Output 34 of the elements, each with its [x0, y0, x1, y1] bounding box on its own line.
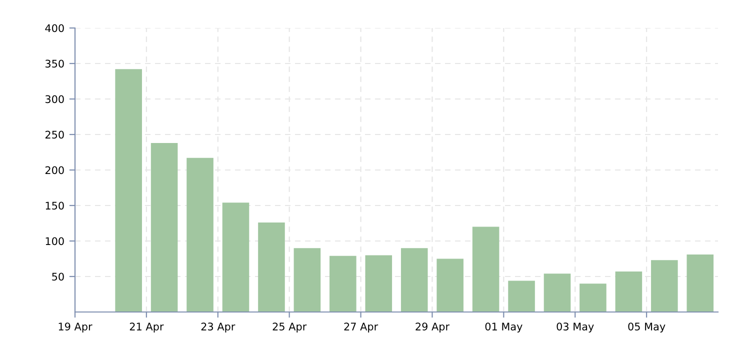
bar — [615, 272, 642, 312]
y-tick-label: 50 — [52, 272, 64, 281]
bar — [258, 222, 285, 312]
bar — [365, 255, 392, 312]
x-tick-label: 25 Apr — [272, 322, 307, 332]
x-tick-label: 27 Apr — [344, 322, 378, 332]
bar — [115, 69, 142, 312]
y-tick-label: 150 — [46, 202, 64, 210]
bar — [686, 254, 714, 312]
y-tick-label: 100 — [46, 237, 64, 246]
bar — [186, 158, 214, 312]
y-tick-label: 400 — [45, 24, 64, 32]
x-tick-label: 23 Apr — [201, 322, 236, 332]
x-tick-label: 03 May — [556, 322, 594, 332]
y-tick-label: 250 — [45, 130, 64, 139]
x-tick-label: 19 Apr — [58, 322, 92, 332]
bar — [651, 260, 678, 312]
bar — [580, 284, 606, 312]
bar — [436, 258, 464, 312]
x-tick-label: 01 May — [485, 322, 522, 332]
x-tick-label: 21 Apr — [130, 322, 164, 332]
bar — [400, 248, 428, 312]
y-tick-label: 300 — [45, 95, 64, 104]
bar — [472, 226, 500, 312]
bar — [330, 256, 356, 312]
y-tick-label: 350 — [45, 60, 64, 68]
bar — [544, 274, 571, 312]
y-tick-label: 200 — [45, 166, 64, 174]
bar — [150, 143, 178, 312]
bar — [294, 248, 321, 312]
bar — [222, 202, 250, 312]
x-tick-label: 29 Apr — [416, 322, 450, 332]
bar — [508, 280, 535, 312]
x-tick-label: 05 May — [628, 322, 666, 332]
